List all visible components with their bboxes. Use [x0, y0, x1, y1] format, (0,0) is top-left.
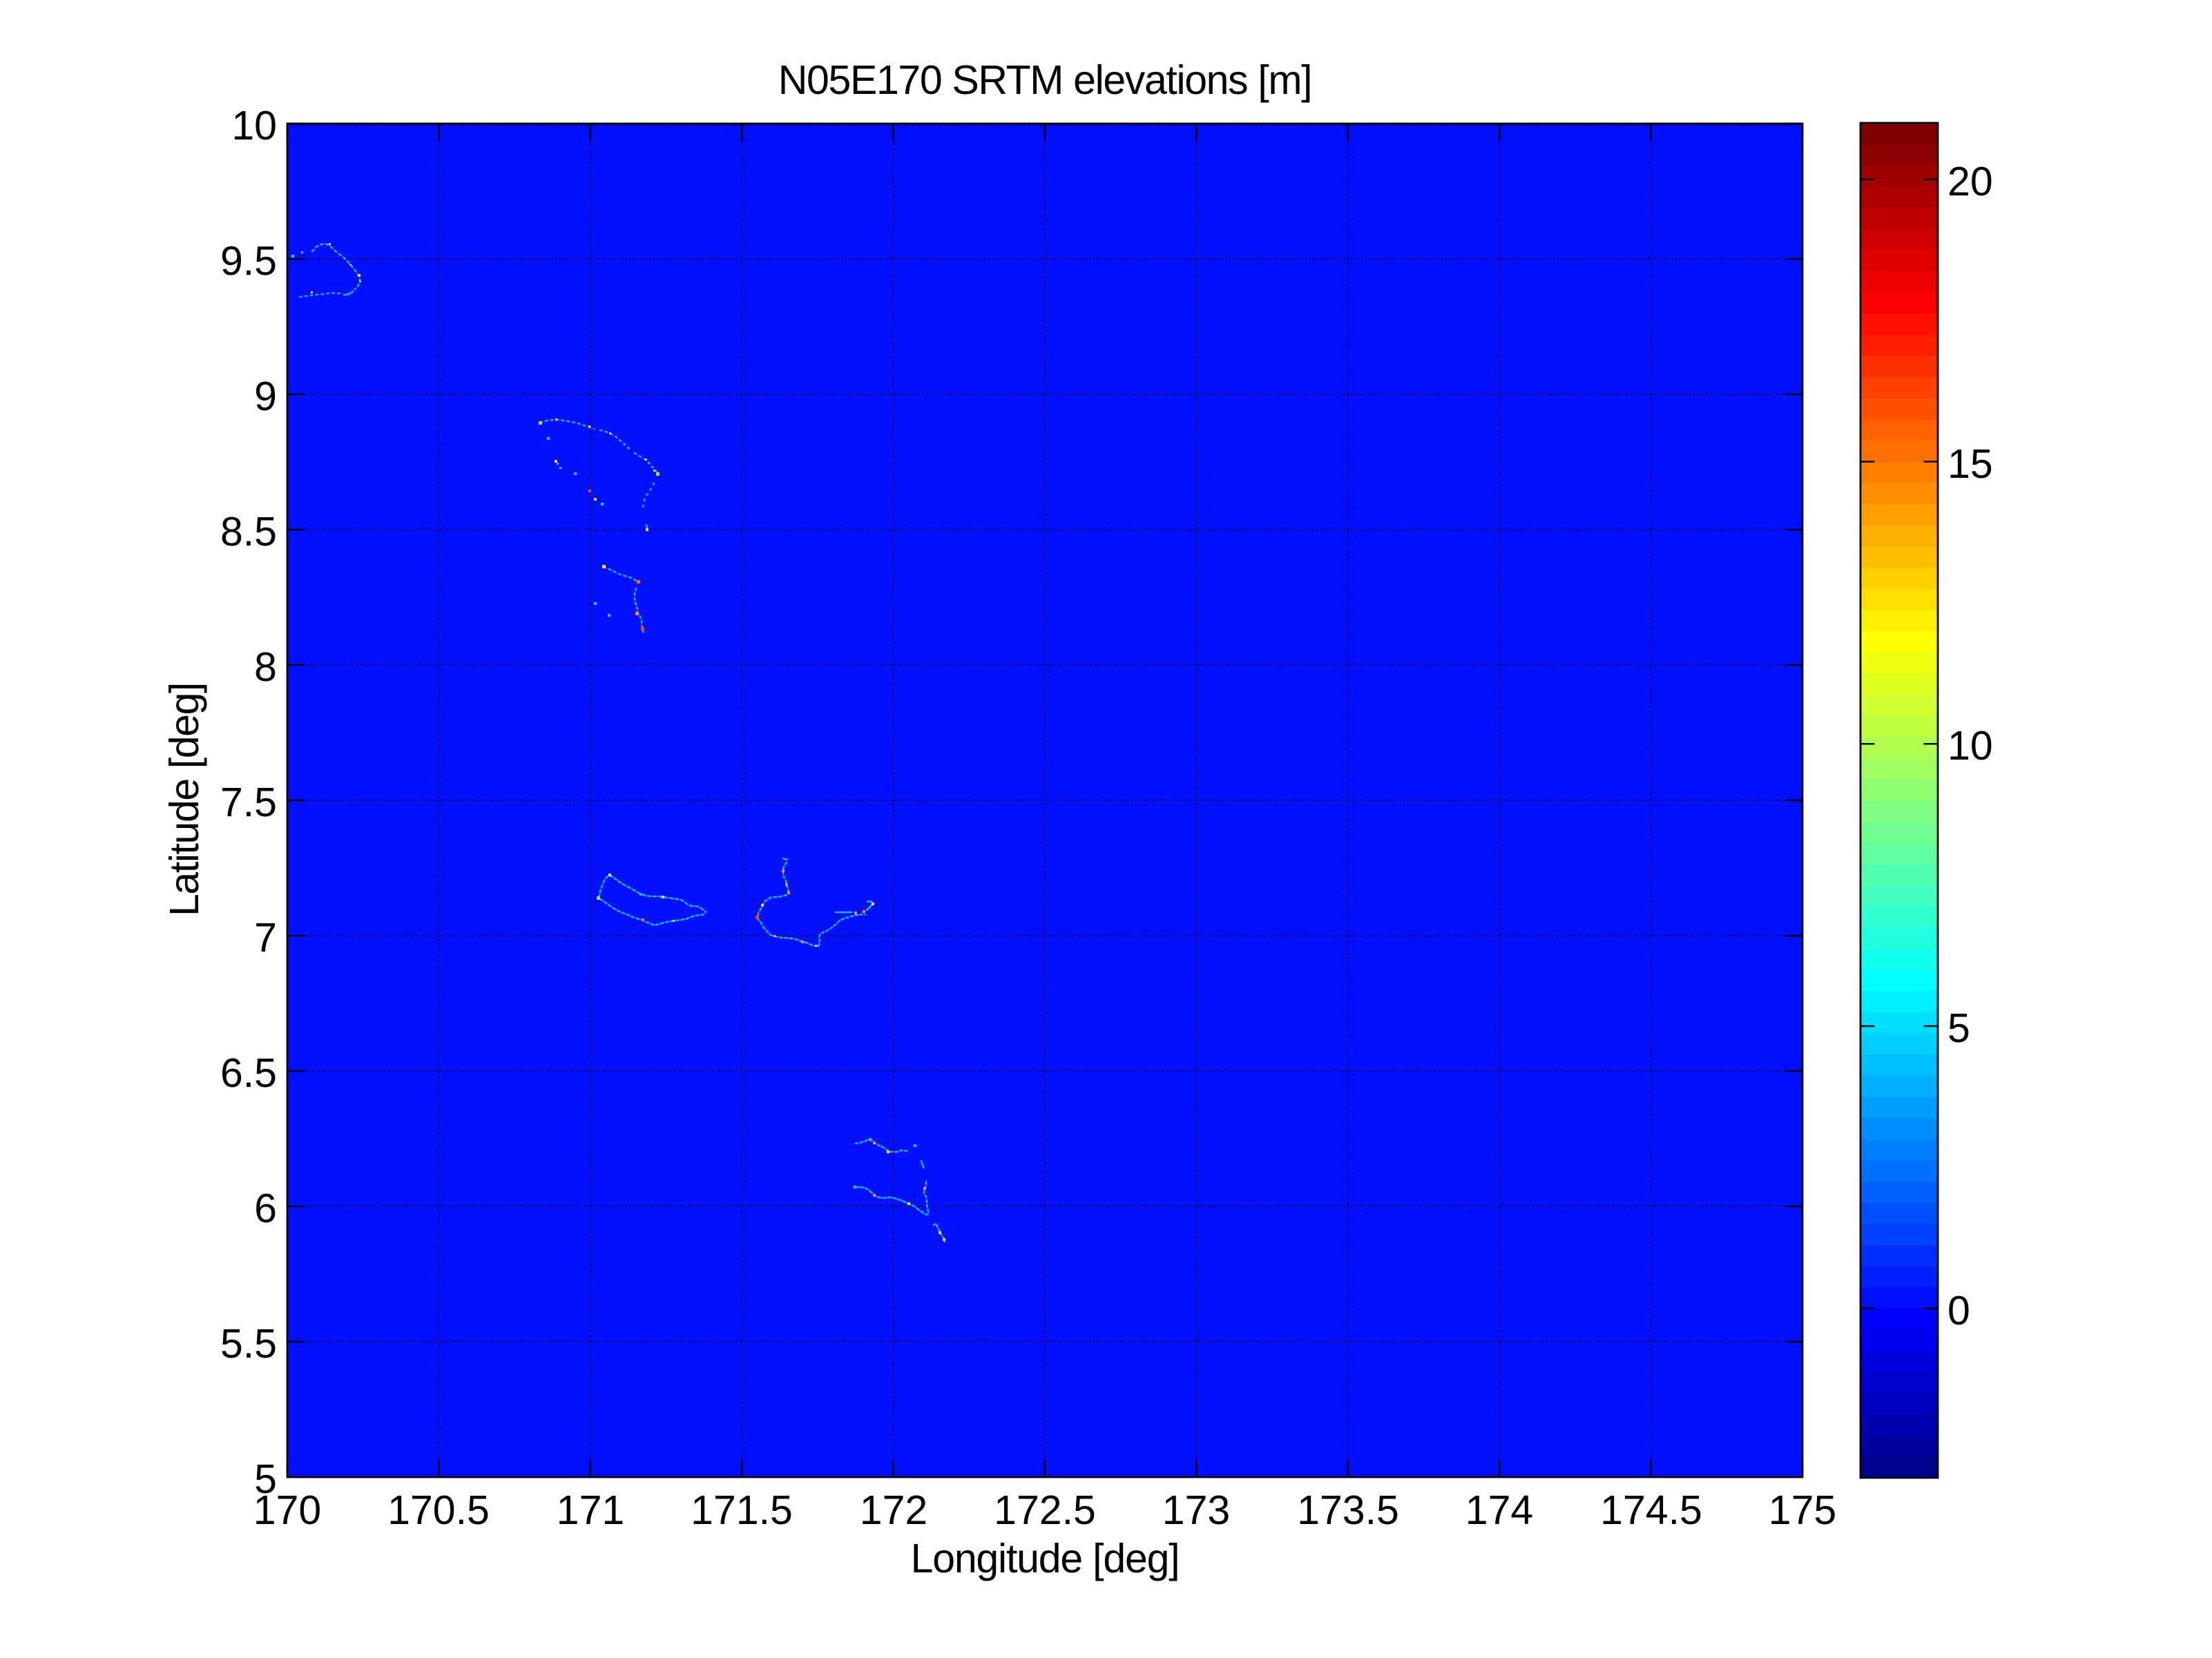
svg-text:173: 173 [1162, 1487, 1230, 1533]
svg-text:N05E170 SRTM elevations [m]: N05E170 SRTM elevations [m] [778, 57, 1311, 103]
svg-text:7.5: 7.5 [220, 780, 277, 825]
svg-text:20: 20 [1947, 159, 1993, 204]
svg-text:5.5: 5.5 [220, 1321, 277, 1367]
svg-text:9.5: 9.5 [220, 238, 277, 284]
svg-text:10: 10 [1947, 723, 1993, 769]
svg-text:7: 7 [254, 915, 277, 961]
svg-text:8: 8 [254, 644, 277, 690]
svg-text:Longitude [deg]: Longitude [deg] [911, 1536, 1180, 1581]
svg-text:5: 5 [1947, 1005, 1970, 1051]
svg-text:172.5: 172.5 [994, 1487, 1096, 1533]
svg-text:170.5: 170.5 [387, 1487, 490, 1533]
svg-text:172: 172 [860, 1487, 927, 1533]
svg-text:174.5: 174.5 [1600, 1487, 1702, 1533]
svg-text:15: 15 [1947, 441, 1993, 487]
svg-text:Latitude [deg]: Latitude [deg] [162, 683, 207, 916]
svg-text:0: 0 [1947, 1288, 1970, 1333]
svg-text:171.5: 171.5 [691, 1487, 793, 1533]
svg-text:173.5: 173.5 [1297, 1487, 1399, 1533]
svg-text:6.5: 6.5 [220, 1050, 277, 1096]
svg-text:9: 9 [254, 374, 277, 419]
svg-text:175: 175 [1769, 1487, 1836, 1533]
svg-text:171: 171 [557, 1487, 624, 1533]
svg-text:6: 6 [254, 1186, 277, 1231]
svg-text:170: 170 [253, 1487, 321, 1533]
svg-text:8.5: 8.5 [220, 509, 277, 555]
svg-text:174: 174 [1465, 1487, 1533, 1533]
svg-text:10: 10 [231, 103, 277, 148]
svg-text:5: 5 [254, 1456, 277, 1502]
